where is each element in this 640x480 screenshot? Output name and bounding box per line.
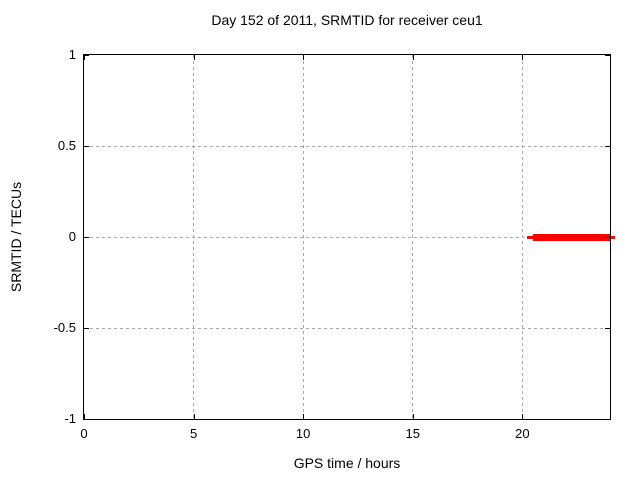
x-tick-bottom — [522, 414, 524, 419]
x-tick-label: 20 — [515, 426, 530, 441]
x-tick-bottom — [412, 414, 414, 419]
y-gridline — [84, 327, 610, 329]
y-tick-label: 1 — [68, 47, 76, 62]
x-tick-top — [84, 55, 85, 60]
y-tick-right — [605, 237, 610, 238]
y-tick-left — [84, 237, 89, 238]
y-tick-left — [84, 419, 89, 420]
x-tick-label: 10 — [295, 426, 311, 441]
y-tick-label: -0.5 — [53, 320, 76, 335]
y-gridline — [84, 236, 610, 238]
y-tick-label: 0.5 — [57, 138, 76, 153]
plot-area — [83, 54, 615, 420]
x-tick-top — [193, 55, 195, 60]
x-tick-label: 15 — [405, 426, 420, 441]
y-gridline — [84, 145, 610, 147]
x-axis-label: GPS time / hours — [293, 455, 401, 471]
chart-title: Day 152 of 2011, SRMTID for receiver ceu… — [211, 12, 483, 28]
series-segment-srmtid — [533, 234, 610, 241]
y-tick-label: 0 — [68, 229, 76, 244]
x-tick-bottom — [303, 414, 305, 419]
y-tick-left — [84, 55, 89, 56]
y-tick-right — [605, 328, 610, 329]
y-tick-right — [605, 146, 610, 147]
x-tick-top — [303, 55, 305, 60]
x-tick-top — [522, 55, 524, 60]
x-tick-bottom — [193, 414, 195, 419]
x-tick-bottom — [84, 414, 85, 419]
x-tick-label: 0 — [80, 426, 88, 441]
y-tick-left — [84, 328, 89, 329]
y-tick-right — [605, 55, 610, 56]
x-tick-label: 5 — [189, 426, 198, 441]
y-tick-right — [605, 419, 610, 420]
x-tick-top — [412, 55, 414, 60]
y-tick-left — [84, 146, 89, 147]
y-tick-label: -1 — [64, 411, 76, 426]
